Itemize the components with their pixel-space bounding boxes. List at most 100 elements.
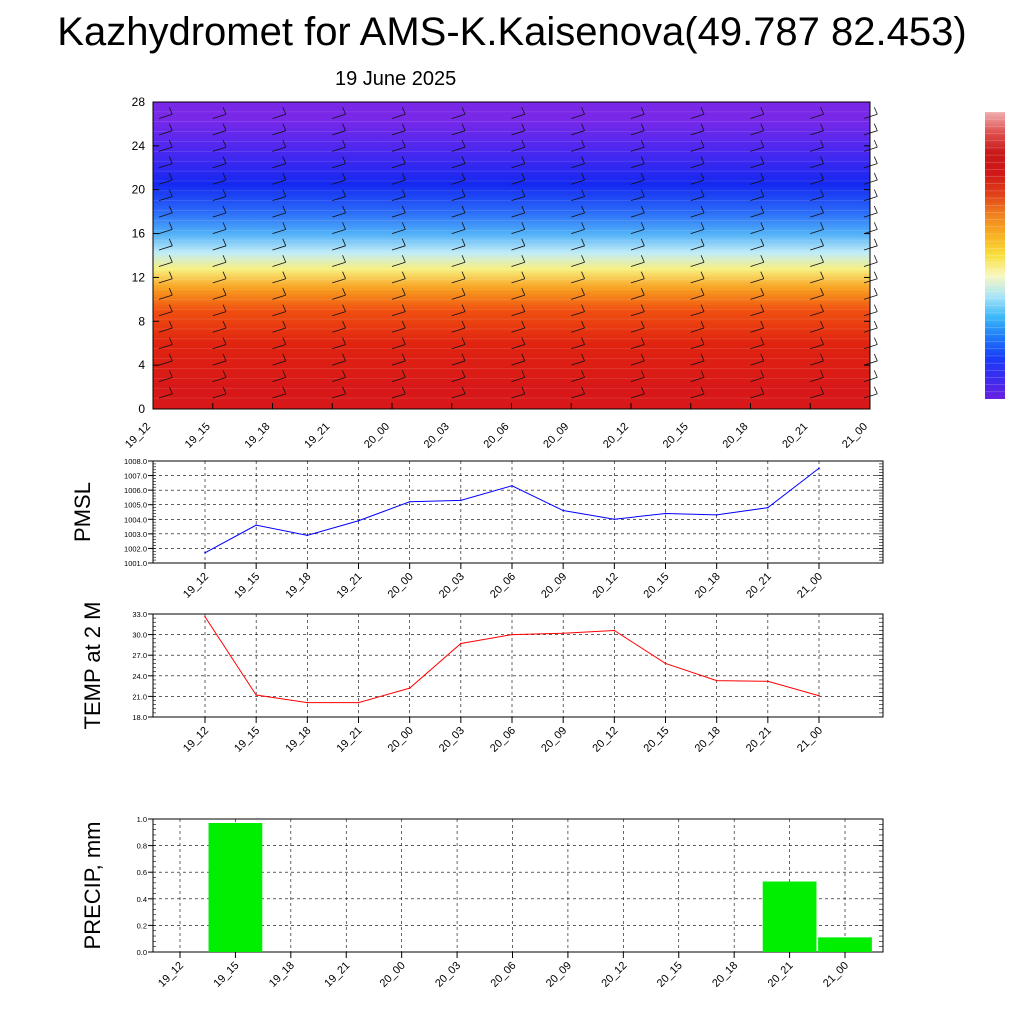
wind-barb [750,196,764,202]
wind-barb [750,245,764,251]
wind-barb [391,245,406,251]
wind-barb [511,130,525,136]
wind-barb-flag [342,222,346,230]
wind-barb [451,212,466,218]
wind-barb-flag [640,205,645,214]
wind-barb [212,179,227,185]
wind-barb-flag [760,172,765,181]
y-tick-label: 21.0 [132,692,147,701]
wind-barb [630,113,645,119]
temp-data-point [613,629,616,632]
wind-barb [810,228,824,234]
pmsl-data-point [562,509,564,512]
temp-data-point [357,701,360,704]
wind-barb-flag [461,123,466,131]
wind-barb-flag [222,255,227,263]
x-tick-label: 20_15 [642,725,672,755]
wind-barb [511,179,525,185]
wind-barb-flag [521,205,526,214]
pmsl-data-point [204,552,206,554]
pmsl-data-point [818,467,820,470]
wind-barb-flag [521,320,526,329]
wind-barb-flag [222,271,227,279]
wind-barb-flag [581,205,585,214]
wind-barb [630,228,645,234]
chart-subtitle: 19 June 2025 [335,68,457,90]
wind-barb-flag [873,107,878,115]
wind-barb-flag [820,271,824,279]
wind-barb-flag [521,189,526,197]
wind-barb [272,278,286,284]
wind-barb [571,393,585,399]
wind-barb-flag [401,337,406,345]
plot-frame [152,613,884,718]
wind-barb-flag [168,139,173,148]
wind-barb [630,212,645,218]
wind-barb [158,393,173,399]
pmsl-data-point [715,514,718,516]
wind-barb-flag [282,139,287,148]
wind-barb-flag [222,139,227,148]
wind-barb-flag [760,271,765,279]
x-tick-label: 19_12 [123,421,153,451]
x-tick-label: 20_15 [655,960,685,990]
pmsl-data-point [664,512,667,515]
wind-barb-flag [222,238,227,246]
wind-barb [690,245,705,251]
wind-barb [451,113,466,119]
wind-barb-flag [700,271,705,279]
wind-barb [863,179,878,185]
wind-barb [750,179,764,185]
wind-barb [212,163,227,169]
wind-barb-flag [521,222,526,230]
wind-barb-flag [521,238,526,246]
wind-barb-flag [282,107,287,115]
wind-barb [451,278,466,284]
wind-barb [690,377,705,382]
wind-barb-flag [760,238,765,246]
wind-barb [630,130,645,136]
wind-barb [750,327,764,333]
wind-barb [332,360,346,366]
x-tick-label: 19_12 [156,960,186,990]
wind-barb-flag [521,287,526,296]
wind-barb [690,261,705,267]
y-tick-label: 24.0 [132,672,147,681]
wind-barb [332,113,346,119]
wind-barb-flag [461,386,466,394]
x-tick-label: 20_18 [721,421,751,451]
x-tick-label: 20_03 [437,571,467,601]
wind-barb-flag [640,386,645,394]
wind-barb-flag [401,156,406,164]
wind-barb [272,261,286,267]
wind-barb-flag [342,271,346,279]
wind-barb [511,228,525,234]
wind-barb [690,130,705,136]
wind-barb [212,261,227,267]
wind-barb-flag [342,337,346,345]
wind-barb-flag [820,172,824,181]
wind-barb [391,130,406,136]
wind-barb-flag [401,205,406,214]
colorbar-fill [985,112,1005,399]
wind-barb [212,228,227,234]
wind-barb [630,327,645,333]
wind-barb-flag [820,337,824,345]
wind-barb [158,212,173,218]
wind-barb-flag [700,189,705,197]
wind-barb [750,228,764,234]
wind-barb-flag [873,123,878,131]
wind-barb [158,146,173,152]
wind-barb-flag [581,156,585,164]
x-tick-label: 21_00 [840,421,870,451]
temp-panel: 18.0 21.0 24.0 27.0 30.0 33.0 19_12 19_15 19_18 1… [80,602,884,755]
wind-barb-flag [168,353,173,362]
x-tick-label: 20_06 [488,571,518,601]
wind-barb-flag [461,337,466,345]
wind-barb-flag [873,172,878,181]
wind-barb-flag [760,205,765,214]
wind-barb-flag [700,320,705,329]
y-tick-label: 1004.0 [124,515,147,524]
chart-title: Kazhydromet for AMS-K.Kaisenova(49.787 8… [57,10,967,54]
wind-barb-flag [640,238,645,246]
